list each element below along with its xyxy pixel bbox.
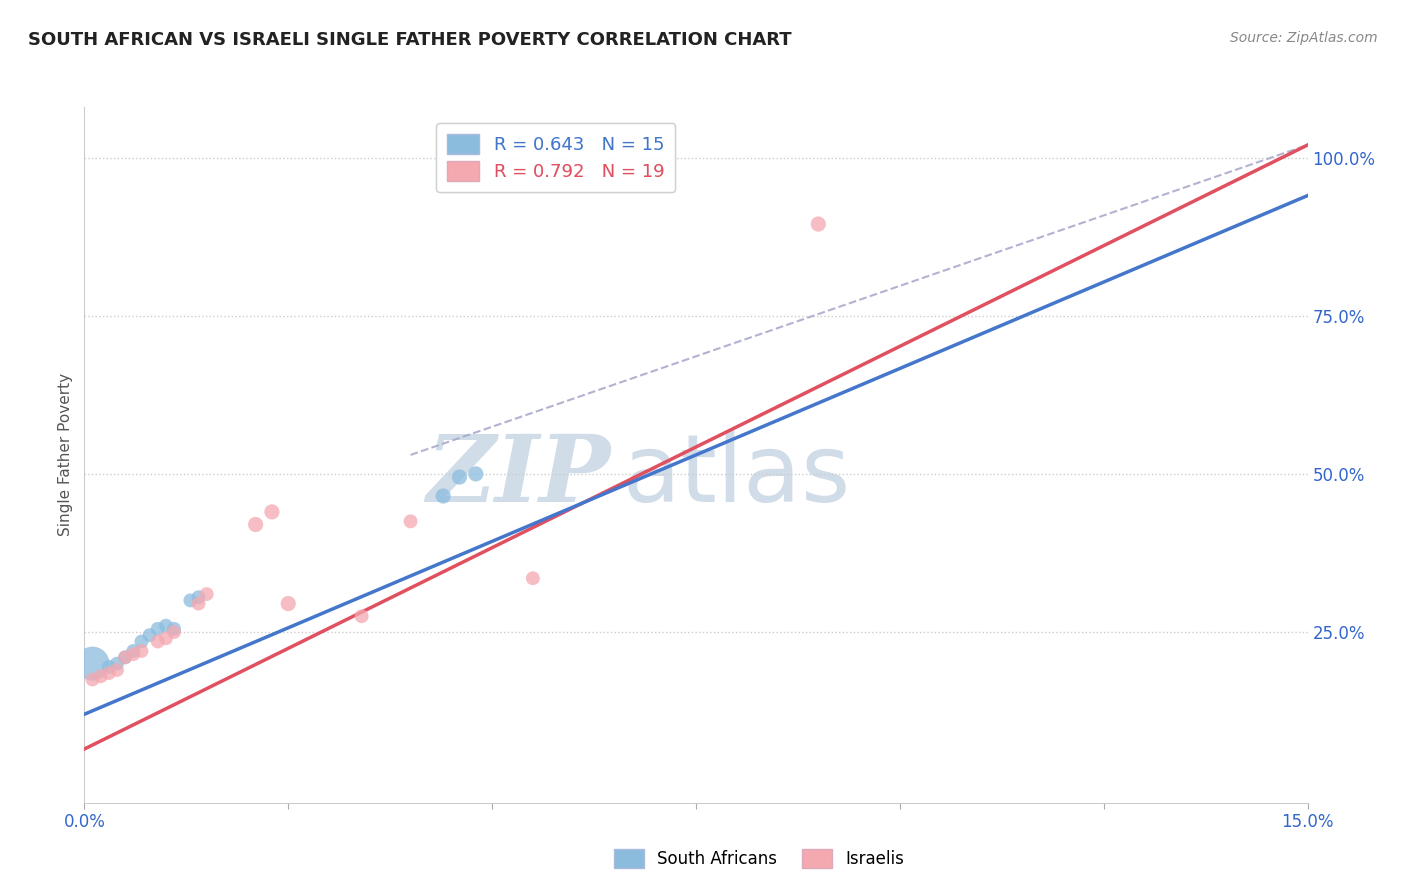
Point [522, 571, 544, 585]
Text: atlas: atlas [623, 430, 851, 522]
Point [122, 644, 145, 658]
Text: ZIP: ZIP [426, 431, 610, 521]
Y-axis label: Single Father Poverty: Single Father Poverty [58, 374, 73, 536]
Point [122, 647, 145, 661]
Point [105, 657, 128, 671]
Point [131, 644, 153, 658]
Point [114, 650, 136, 665]
Point [82, 673, 104, 687]
Point [114, 650, 136, 665]
Point [449, 470, 471, 484]
Text: SOUTH AFRICAN VS ISRAELI SINGLE FATHER POVERTY CORRELATION CHART: SOUTH AFRICAN VS ISRAELI SINGLE FATHER P… [28, 31, 792, 49]
Point [195, 587, 218, 601]
Point [399, 514, 422, 528]
Point [807, 217, 830, 231]
Point [187, 597, 209, 611]
Point [464, 467, 486, 481]
Point [105, 663, 128, 677]
Point [350, 609, 373, 624]
Point [97, 666, 120, 681]
Point [82, 657, 104, 671]
Point [245, 517, 267, 532]
Legend: R = 0.643   N = 15, R = 0.792   N = 19: R = 0.643 N = 15, R = 0.792 N = 19 [436, 123, 675, 192]
Point [155, 618, 177, 632]
Legend: South Africans, Israelis: South Africans, Israelis [607, 843, 911, 875]
Point [432, 489, 454, 503]
Point [163, 622, 186, 636]
Point [260, 505, 283, 519]
Point [187, 591, 209, 605]
Point [155, 632, 177, 646]
Point [146, 622, 169, 636]
Point [146, 634, 169, 648]
Point [138, 628, 160, 642]
Text: Source: ZipAtlas.com: Source: ZipAtlas.com [1230, 31, 1378, 45]
Point [179, 593, 201, 607]
Point [131, 634, 153, 648]
Point [97, 660, 120, 674]
Point [163, 625, 186, 640]
Point [277, 597, 299, 611]
Point [90, 669, 112, 683]
